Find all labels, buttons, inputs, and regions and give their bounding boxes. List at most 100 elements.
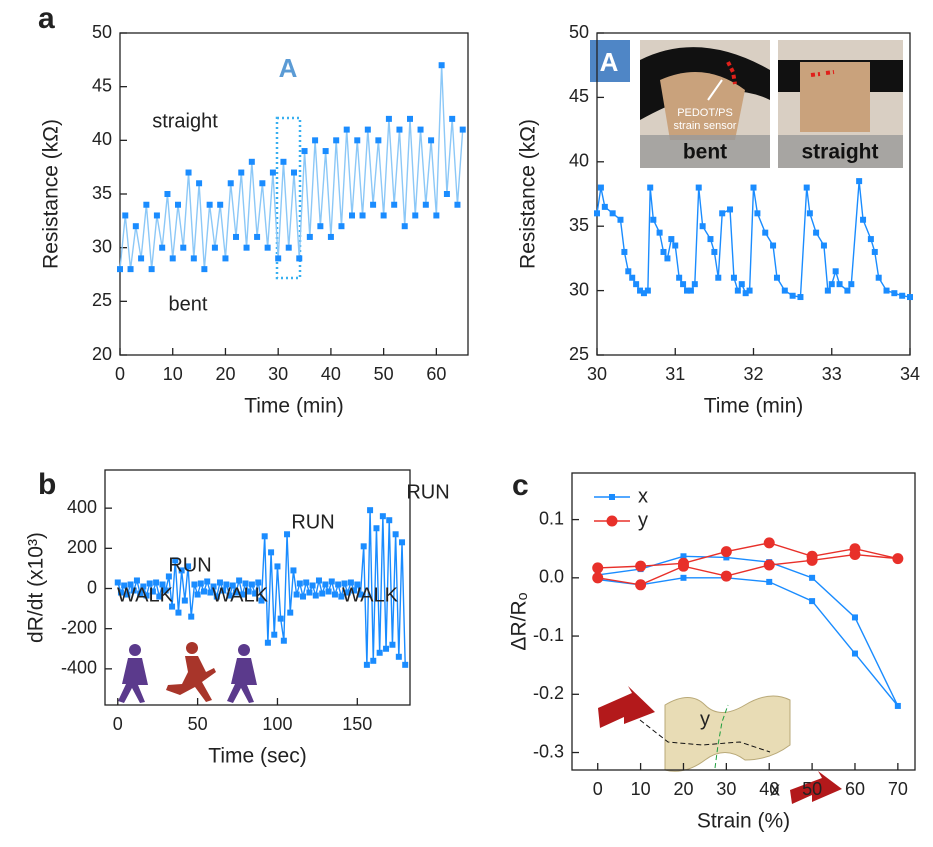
- marker: [229, 582, 236, 589]
- y-tick-label: 50: [92, 22, 112, 42]
- marker: [650, 216, 657, 223]
- marker: [204, 578, 211, 585]
- marker: [629, 274, 636, 281]
- marker: [824, 287, 831, 294]
- marker: [637, 287, 644, 294]
- marker: [322, 581, 329, 588]
- marker: [164, 191, 171, 197]
- annotation: bent: [683, 141, 727, 164]
- marker: [133, 577, 140, 584]
- marker: [290, 567, 297, 574]
- marker: [319, 590, 326, 597]
- marker: [766, 578, 773, 585]
- y-tick-label: -400: [61, 658, 97, 678]
- x-tick-label: 10: [163, 364, 183, 384]
- x-tick-label: 30: [716, 779, 736, 799]
- marker: [248, 158, 255, 165]
- x-tick-label: 40: [759, 779, 779, 799]
- marker: [699, 223, 706, 230]
- marker: [644, 287, 651, 294]
- marker: [459, 126, 466, 133]
- marker: [148, 266, 155, 273]
- walker: [118, 644, 148, 703]
- marker: [159, 581, 166, 588]
- y-axis-line: [714, 704, 729, 769]
- marker: [322, 148, 329, 155]
- marker: [399, 539, 406, 546]
- marker: [275, 255, 282, 262]
- marker: [300, 593, 307, 600]
- marker: [291, 169, 297, 176]
- marker: [254, 233, 261, 240]
- marker: [734, 287, 741, 294]
- marker: [185, 169, 192, 176]
- marker: [264, 639, 271, 646]
- marker: [433, 212, 440, 219]
- x-tick-label: 50: [374, 364, 394, 384]
- marker: [239, 591, 246, 598]
- y-axis-label: Resistance (kΩ): [517, 119, 540, 269]
- annotation: PEDOT/PS: [677, 107, 733, 119]
- marker: [343, 126, 350, 133]
- marker: [280, 158, 287, 165]
- marker: [720, 570, 732, 582]
- x-tick-label: 70: [888, 779, 908, 799]
- annotation: RUN: [406, 481, 449, 503]
- marker: [124, 591, 131, 598]
- marker: [738, 281, 745, 288]
- marker: [370, 657, 377, 664]
- marker: [422, 201, 429, 208]
- marker: [333, 137, 340, 144]
- x-tick-label: 50: [188, 714, 208, 734]
- marker: [443, 191, 450, 197]
- marker: [285, 244, 292, 251]
- marker: [828, 281, 835, 288]
- marker: [243, 244, 250, 251]
- marker: [269, 169, 276, 176]
- inset-photos: [590, 40, 903, 168]
- marker: [647, 184, 654, 191]
- marker: [370, 201, 377, 208]
- marker: [656, 229, 663, 236]
- y-tick-label: 40: [92, 129, 112, 149]
- marker: [149, 588, 156, 595]
- marker: [169, 603, 176, 610]
- marker: [609, 210, 616, 217]
- y-tick-label: 0: [87, 577, 97, 597]
- legend-label: y: [638, 509, 648, 531]
- x-tick-label: 10: [631, 779, 651, 799]
- runners: [118, 642, 257, 703]
- knee: [660, 72, 745, 140]
- marker: [438, 62, 445, 69]
- y-tick-label: 200: [67, 537, 97, 557]
- y-tick-label: 0.1: [539, 508, 564, 528]
- marker: [687, 287, 694, 294]
- marker: [347, 579, 354, 586]
- arrow-left: [598, 686, 655, 728]
- marker: [789, 292, 796, 299]
- marker: [357, 591, 364, 598]
- marker: [194, 591, 201, 598]
- marker: [396, 126, 403, 133]
- marker: [894, 702, 901, 709]
- y-tick-label: -0.1: [533, 625, 564, 645]
- marker: [635, 579, 647, 591]
- marker: [715, 274, 722, 281]
- marker: [848, 281, 855, 288]
- marker: [707, 236, 714, 243]
- marker: [223, 581, 230, 588]
- marker: [844, 287, 851, 294]
- annotation: A: [279, 53, 298, 83]
- x-tick-label: 30: [587, 364, 607, 384]
- y-tick-label: -0.3: [533, 741, 564, 761]
- x-tick-label: 50: [802, 779, 822, 799]
- y-tick-label: 30: [569, 279, 589, 299]
- sheet: [664, 695, 791, 772]
- marker: [385, 115, 392, 122]
- y-axis-label: dR/dt (x10³): [25, 532, 48, 643]
- marker: [770, 242, 777, 249]
- x-axis-label: Time (min): [244, 395, 344, 418]
- x-axis-label: Time (sec): [208, 745, 306, 768]
- marker: [373, 525, 380, 532]
- y-tick-label: 400: [67, 497, 97, 517]
